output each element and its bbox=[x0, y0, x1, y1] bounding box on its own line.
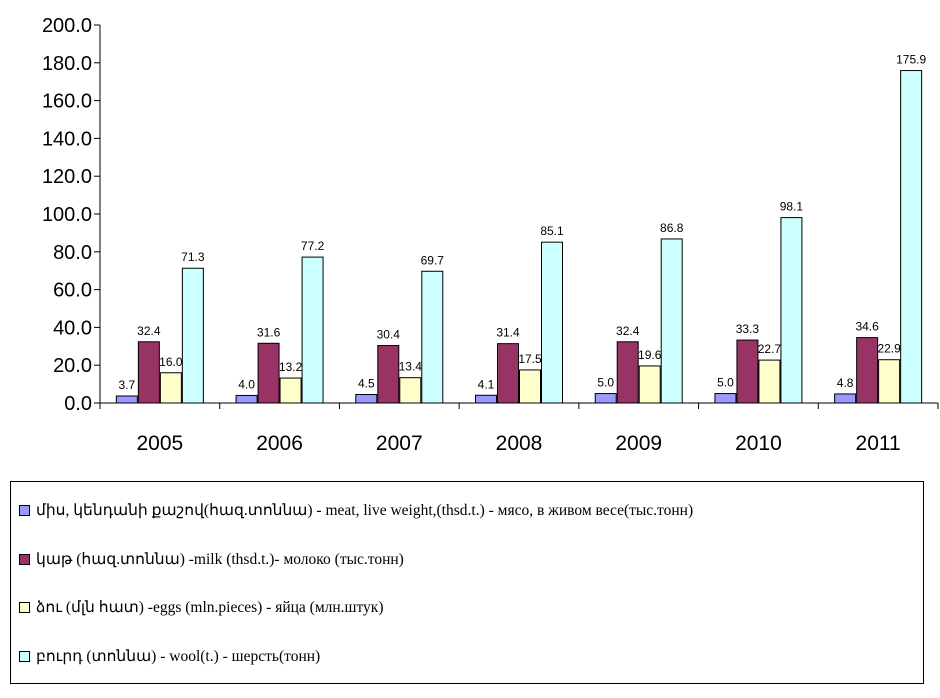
data-label-meat: 4.1 bbox=[478, 377, 495, 391]
y-tick-label: 160.0 bbox=[42, 91, 92, 113]
x-tick-label: 2007 bbox=[376, 432, 423, 455]
data-label-meat: 4.5 bbox=[358, 376, 375, 390]
bar-milk bbox=[257, 342, 280, 404]
bar-milk bbox=[736, 339, 759, 404]
bars bbox=[115, 70, 923, 404]
data-label-meat: 5.0 bbox=[597, 376, 614, 390]
bar-meat bbox=[475, 394, 497, 404]
x-tick-label: 2006 bbox=[256, 432, 303, 455]
data-label-wool: 98.1 bbox=[780, 200, 804, 214]
bar-eggs bbox=[758, 359, 781, 404]
legend-item-meat: միս, կենդանի քաշով(հազ.տոննա) - meat, li… bbox=[19, 499, 693, 521]
y-tick-label: 120.0 bbox=[42, 166, 92, 188]
legend-swatch-milk bbox=[19, 553, 30, 565]
legend-label-wool: բուրդ (տոննա) - wool(t.) - шерсть(тонн) bbox=[36, 647, 321, 665]
bar-meat bbox=[714, 393, 737, 404]
bar-eggs bbox=[399, 377, 422, 404]
legend-swatch-wool bbox=[19, 650, 30, 662]
legend-swatch-eggs bbox=[19, 601, 30, 613]
data-label-eggs: 17.5 bbox=[518, 352, 542, 366]
bar-milk bbox=[137, 341, 160, 404]
bar-eggs bbox=[519, 369, 541, 404]
y-tick-label: 0.0 bbox=[64, 393, 92, 415]
data-label-meat: 3.7 bbox=[119, 378, 136, 392]
data-label-eggs: 13.2 bbox=[279, 360, 303, 374]
bar-eggs bbox=[878, 359, 901, 404]
x-tick-label: 2005 bbox=[136, 432, 183, 455]
legend-label-eggs: ձու (մլն հատ) -eggs (mln.pieces) - яйца … bbox=[36, 598, 384, 616]
y-tick-label: 140.0 bbox=[42, 128, 92, 150]
bar-wool bbox=[780, 217, 803, 404]
bar-meat bbox=[115, 395, 138, 404]
data-label-milk: 30.4 bbox=[377, 328, 401, 342]
bar-eggs bbox=[279, 377, 302, 404]
legend-swatch-meat bbox=[19, 504, 30, 516]
bar-meat bbox=[834, 393, 857, 404]
legend: միս, կենդանի քաշով(հազ.տոննա) - meat, li… bbox=[10, 481, 924, 684]
bar-meat bbox=[594, 393, 617, 404]
data-label-milk: 32.4 bbox=[616, 324, 640, 338]
bar-milk bbox=[377, 345, 400, 404]
x-tick-label: 2008 bbox=[496, 432, 543, 455]
bar-wool bbox=[660, 238, 683, 404]
bar-milk bbox=[856, 337, 879, 404]
data-labels: 3.7 4.0 4.5 4.1 5.0 5.0 4.8 32.4 31.6 30.4 31.4 32.… bbox=[119, 53, 927, 392]
bar-wool bbox=[541, 241, 563, 404]
legend-item-eggs: ձու (մլն հատ) -eggs (mln.pieces) - яйца … bbox=[19, 596, 384, 618]
bar-eggs bbox=[638, 365, 661, 404]
data-label-wool: 85.1 bbox=[540, 224, 564, 238]
y-tick-label: 40.0 bbox=[53, 317, 92, 339]
data-label-meat: 4.0 bbox=[238, 377, 255, 391]
legend-item-milk: կաթ (հազ.տոննա) -milk (thsd.t.)- молоко … bbox=[19, 548, 404, 570]
data-label-milk: 31.6 bbox=[257, 325, 281, 339]
y-tick-label: 200.0 bbox=[42, 15, 92, 37]
x-tick-label: 2010 bbox=[735, 432, 782, 455]
bar-eggs bbox=[159, 372, 182, 404]
bar-meat bbox=[355, 393, 378, 404]
data-label-meat: 5.0 bbox=[717, 376, 734, 390]
data-label-eggs: 19.6 bbox=[638, 348, 662, 362]
data-label-wool: 77.2 bbox=[301, 239, 325, 253]
y-axis: 0.0 20.0 40.0 60.0 80.0 100.0 120.0 140.0 160.0 1… bbox=[42, 15, 101, 415]
y-tick-label: 180.0 bbox=[42, 53, 92, 75]
bar-wool bbox=[301, 256, 324, 404]
data-label-eggs: 22.9 bbox=[877, 342, 901, 356]
bar-milk bbox=[616, 341, 639, 404]
bar-wool bbox=[900, 70, 923, 404]
data-label-wool: 71.3 bbox=[181, 250, 205, 264]
data-label-milk: 32.4 bbox=[137, 324, 161, 338]
data-label-eggs: 22.7 bbox=[758, 342, 782, 356]
y-tick-label: 100.0 bbox=[42, 204, 92, 226]
chart-area: 0.0 20.0 40.0 60.0 80.0 100.0 120.0 140.0 160.0 1… bbox=[42, 15, 939, 455]
data-label-meat: 4.8 bbox=[837, 376, 854, 390]
data-label-wool: 69.7 bbox=[421, 253, 445, 267]
legend-label-meat: միս, կենդանի քաշով(հազ.տոննա) - meat, li… bbox=[36, 501, 694, 519]
data-label-milk: 34.6 bbox=[855, 320, 879, 334]
y-tick-label: 80.0 bbox=[53, 242, 92, 264]
data-label-wool: 175.9 bbox=[896, 53, 926, 67]
data-label-wool: 86.8 bbox=[660, 221, 684, 235]
x-tick-label: 2009 bbox=[615, 432, 662, 455]
bar-milk bbox=[497, 343, 519, 404]
data-label-milk: 33.3 bbox=[736, 322, 760, 336]
x-tick-label: 2011 bbox=[856, 432, 901, 455]
data-label-eggs: 16.0 bbox=[159, 355, 183, 369]
bar-wool bbox=[421, 270, 444, 404]
bar-wool bbox=[181, 267, 204, 404]
bar-meat bbox=[235, 394, 258, 404]
x-axis: 2005 2006 2007 2008 2009 2010 2011 bbox=[99, 402, 939, 455]
y-tick-label: 20.0 bbox=[53, 355, 92, 377]
legend-label-milk: կաթ (հազ.տոննա) -milk (thsd.t.)- молоко … bbox=[36, 550, 404, 568]
legend-item-wool: բուրդ (տոննա) - wool(t.) - шерсть(тонн) bbox=[19, 645, 320, 667]
data-label-eggs: 13.4 bbox=[399, 360, 423, 374]
y-tick-label: 60.0 bbox=[53, 280, 92, 302]
data-label-milk: 31.4 bbox=[496, 326, 520, 340]
